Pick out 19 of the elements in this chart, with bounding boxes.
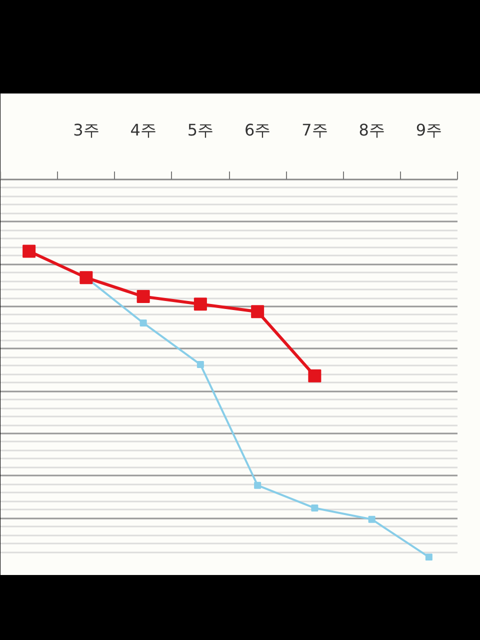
- point: [254, 482, 262, 489]
- x-tick-label: 5주: [187, 120, 214, 140]
- x-tick-label: 4주: [130, 120, 156, 140]
- point: [196, 361, 204, 368]
- point: [194, 298, 207, 311]
- x-tick-label: 6주: [244, 120, 271, 140]
- point: [251, 305, 264, 318]
- point: [368, 516, 376, 523]
- point: [22, 244, 36, 258]
- point: [136, 290, 150, 304]
- point: [308, 369, 322, 382]
- point: [425, 554, 432, 560]
- point: [311, 504, 318, 512]
- x-tick-label: 7주: [302, 120, 328, 140]
- point: [80, 271, 93, 284]
- x-tick-label: 8주: [358, 120, 385, 140]
- point: [140, 319, 147, 326]
- x-tick-label: 9주: [416, 120, 442, 140]
- x-tick-label: 3주: [73, 120, 100, 140]
